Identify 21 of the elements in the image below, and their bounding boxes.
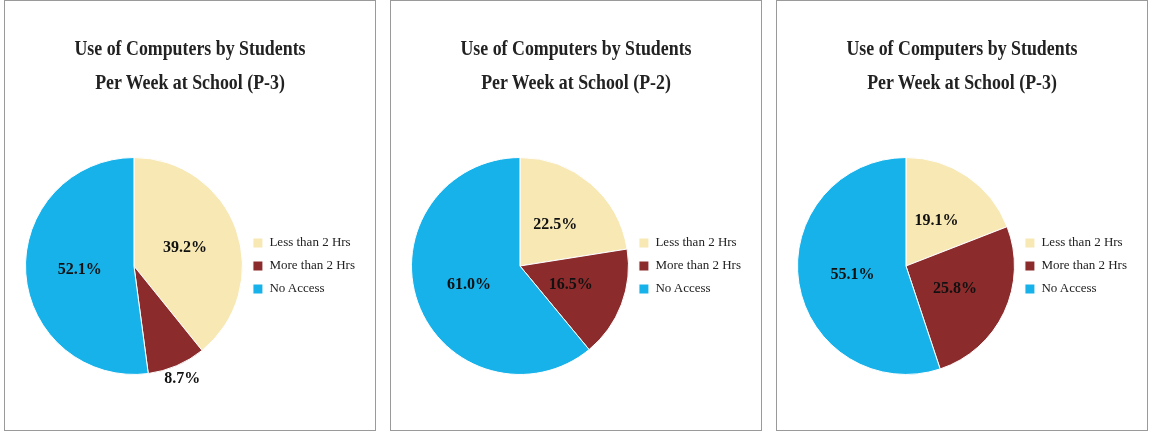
data-label: 61.0% xyxy=(446,274,491,292)
data-label: 25.8% xyxy=(933,279,978,297)
legend-label: More than 2 Hrs xyxy=(1041,257,1128,273)
data-label: 19.1% xyxy=(914,211,959,229)
data-label: 8.7% xyxy=(164,368,201,386)
chart-title: Use of Computers by Students Per Week at School (P-3) xyxy=(845,35,1079,96)
data-label: 22.5% xyxy=(533,214,578,232)
legend-label: No Access xyxy=(269,280,325,296)
legend-label: More than 2 Hrs xyxy=(655,257,742,273)
legend-label: Less than 2 Hrs xyxy=(1041,234,1123,250)
legend-label: No Access xyxy=(655,280,711,296)
data-label: 55.1% xyxy=(830,264,875,282)
data-label: 39.2% xyxy=(163,238,208,256)
legend-label: Less than 2 Hrs xyxy=(269,234,351,250)
legend-label: More than 2 Hrs xyxy=(269,257,356,273)
chart-title: Use of Computers by Students Per Week at School (P-3) xyxy=(73,35,307,96)
legend-label: Less than 2 Hrs xyxy=(655,234,737,250)
data-label: 52.1% xyxy=(57,259,102,277)
data-label: 16.5% xyxy=(548,275,593,293)
legend-label: No Access xyxy=(1041,280,1097,296)
chart-title: Use of Computers by Students Per Week at School (P-2) xyxy=(459,35,693,96)
